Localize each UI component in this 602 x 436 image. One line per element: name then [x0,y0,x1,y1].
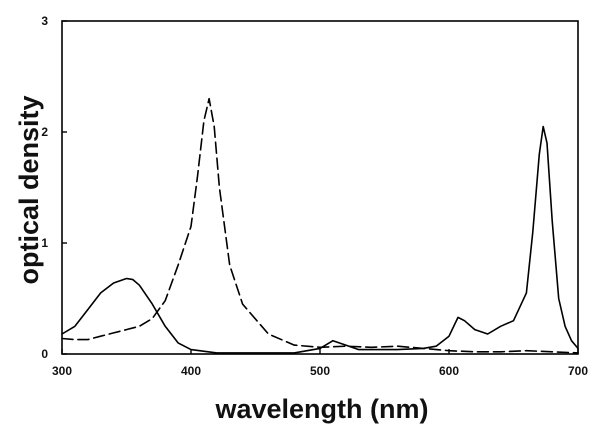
y-tick-label: 0 [41,347,48,361]
series-line-dashed [61,97,579,354]
y-tick-label: 1 [41,236,48,250]
x-tick-label: 400 [181,364,201,378]
x-tick-label: 600 [439,364,459,378]
y-axis-title: optical density [14,95,44,284]
x-axis-title: wavelength (nm) [214,394,428,424]
x-tick-label: 500 [310,364,330,378]
x-tick-label: 700 [568,364,588,378]
plot-frame [61,20,579,355]
axis-ticks: 300 400 500 600 700 0 1 2 3 [41,14,588,378]
series-line-solid [61,125,579,354]
y-tick-label: 2 [41,125,48,139]
x-tick-label: 300 [52,364,72,378]
y-tick-label: 3 [41,14,48,28]
series-lines [61,97,579,354]
